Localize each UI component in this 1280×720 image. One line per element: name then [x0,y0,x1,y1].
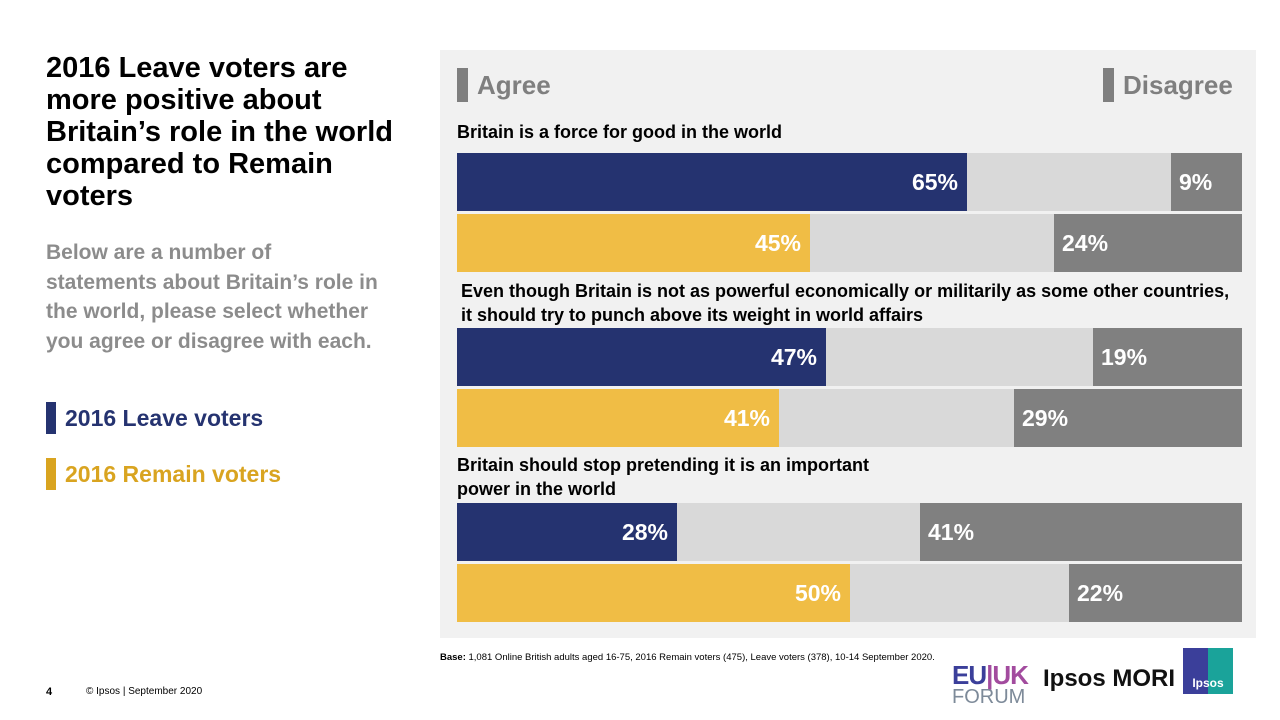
disagree-bar: 22% [1069,564,1242,622]
neutral-bar [967,153,1171,211]
neutral-bar [850,564,1069,622]
disagree-bar: 29% [1014,389,1242,447]
legend-label: 2016 Remain voters [65,460,282,487]
question-2: Even though Britain is not as powerful e… [461,281,1230,325]
legend-leave: 2016 Leave voters [46,402,263,434]
disagree-bar: 9% [1171,153,1242,211]
legend-remain: 2016 Remain voters [46,458,281,490]
neutral-bar [779,389,1014,447]
legend-swatch [46,402,56,434]
copyright: © Ipsos | September 2020 [86,686,203,697]
neutral-bar [810,214,1054,272]
agree-bar: 65% [457,153,967,211]
bars: 65% 9% 45% 24% 47% 19% 41% 29% 28% 41% 50% 22% [457,0,1242,720]
ipsos-mori-logo: Ipsos MORI [1043,665,1176,692]
legend-swatch [46,458,56,490]
ipsos-logo: Ipsos [1183,648,1233,694]
agree-bar: 45% [457,214,810,272]
agree-bar: 41% [457,389,779,447]
agree-header: Agree [457,68,551,102]
disagree-header: Disagree [1103,68,1233,102]
agree-bar: 47% [457,328,826,386]
slide-subtitle: Below are a number of statements about B… [46,241,378,353]
neutral-bar [826,328,1093,386]
disagree-bar: 19% [1093,328,1242,386]
page-number: 4 [46,686,53,698]
question-1: Britain is a force for good in the world [457,122,783,142]
base-note: Base: 1,081 Online British adults aged 1… [440,652,935,663]
agree-bar: 28% [457,503,677,561]
neutral-bar [677,503,920,561]
slide-title: 2016 Leave voters are more positive abou… [46,52,393,212]
question-3: Britain should stop pretending it is an … [457,455,870,499]
legend-label: 2016 Leave voters [65,404,264,431]
euuk-forum-logo: EU|UK FORUM [952,660,1029,708]
disagree-bar: 41% [920,503,1242,561]
agree-bar: 50% [457,564,850,622]
disagree-bar: 24% [1054,214,1242,272]
